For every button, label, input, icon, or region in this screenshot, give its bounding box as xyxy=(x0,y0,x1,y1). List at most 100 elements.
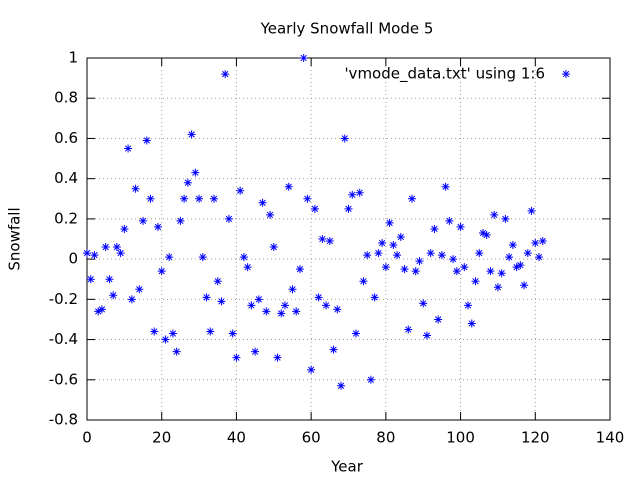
point xyxy=(288,285,297,294)
point xyxy=(348,190,357,199)
point xyxy=(202,293,211,302)
point xyxy=(400,265,409,274)
point xyxy=(449,255,458,264)
y-tick-label: -0.6 xyxy=(49,370,78,388)
x-tick-label: 100 xyxy=(446,429,475,447)
y-tick-label: 0.2 xyxy=(54,209,78,227)
point xyxy=(232,353,241,362)
point xyxy=(370,293,379,302)
point xyxy=(153,222,162,231)
point xyxy=(478,228,487,237)
point xyxy=(527,206,536,215)
point xyxy=(299,54,308,62)
point xyxy=(116,249,125,258)
y-tick-label: -0.4 xyxy=(49,330,78,348)
point xyxy=(422,331,431,340)
point xyxy=(239,253,248,262)
point xyxy=(183,178,192,187)
point xyxy=(482,230,491,239)
point xyxy=(452,267,461,276)
point xyxy=(221,70,230,79)
point xyxy=(434,315,443,324)
point xyxy=(168,329,177,338)
point xyxy=(161,335,170,344)
x-tick-label: 40 xyxy=(227,429,246,447)
y-tick-label: 1 xyxy=(68,49,78,67)
plot-frame xyxy=(86,57,611,421)
point xyxy=(351,329,360,338)
point xyxy=(180,194,189,203)
point xyxy=(105,275,114,284)
x-tick-label: 0 xyxy=(82,429,92,447)
point xyxy=(109,291,118,300)
point xyxy=(217,297,226,306)
x-tick-label: 140 xyxy=(596,429,625,447)
point xyxy=(411,267,420,276)
point xyxy=(150,327,159,336)
x-tick-label: 20 xyxy=(152,429,171,447)
point xyxy=(329,345,338,354)
point xyxy=(172,347,181,356)
point xyxy=(471,277,480,286)
point xyxy=(243,263,252,272)
y-tick-label: -0.2 xyxy=(49,290,78,308)
point xyxy=(310,204,319,213)
y-tick-label: 0.4 xyxy=(54,169,78,187)
point xyxy=(464,301,473,310)
point xyxy=(258,198,267,207)
point xyxy=(378,239,387,248)
point xyxy=(280,301,289,310)
point xyxy=(139,216,148,225)
point xyxy=(385,218,394,227)
x-tick-label: 80 xyxy=(376,429,395,447)
point xyxy=(247,301,256,310)
point xyxy=(415,257,424,266)
point xyxy=(236,186,245,195)
point xyxy=(516,261,525,270)
point xyxy=(497,269,506,278)
point xyxy=(366,375,375,384)
point xyxy=(531,239,540,248)
y-tick-label: 0.6 xyxy=(54,129,78,147)
point xyxy=(269,243,278,252)
point xyxy=(426,249,435,258)
point xyxy=(430,224,439,233)
point xyxy=(467,319,476,328)
point xyxy=(460,263,469,272)
y-tick-label: 0 xyxy=(68,250,78,268)
point xyxy=(393,251,402,260)
point xyxy=(359,277,368,286)
point xyxy=(505,253,514,262)
point xyxy=(408,194,417,203)
point xyxy=(195,194,204,203)
point xyxy=(501,214,510,223)
x-tick-label: 120 xyxy=(521,429,550,447)
point xyxy=(127,295,136,304)
point xyxy=(97,305,106,314)
point xyxy=(198,253,207,262)
point xyxy=(90,251,99,260)
point xyxy=(292,307,301,316)
point xyxy=(120,224,129,233)
point xyxy=(254,295,263,304)
point xyxy=(266,210,275,219)
point xyxy=(437,251,446,260)
point xyxy=(475,249,484,258)
point xyxy=(176,216,185,225)
point xyxy=(295,265,304,274)
point xyxy=(157,267,166,276)
point xyxy=(456,222,465,231)
point xyxy=(273,353,282,362)
point xyxy=(363,251,372,260)
point xyxy=(228,329,237,338)
point xyxy=(493,283,502,292)
point xyxy=(303,194,312,203)
point xyxy=(508,241,517,250)
point xyxy=(135,285,144,294)
point xyxy=(206,327,215,336)
y-axis-label: Snowfall xyxy=(6,207,24,270)
point xyxy=(142,136,151,145)
point xyxy=(445,216,454,225)
point xyxy=(535,253,544,262)
